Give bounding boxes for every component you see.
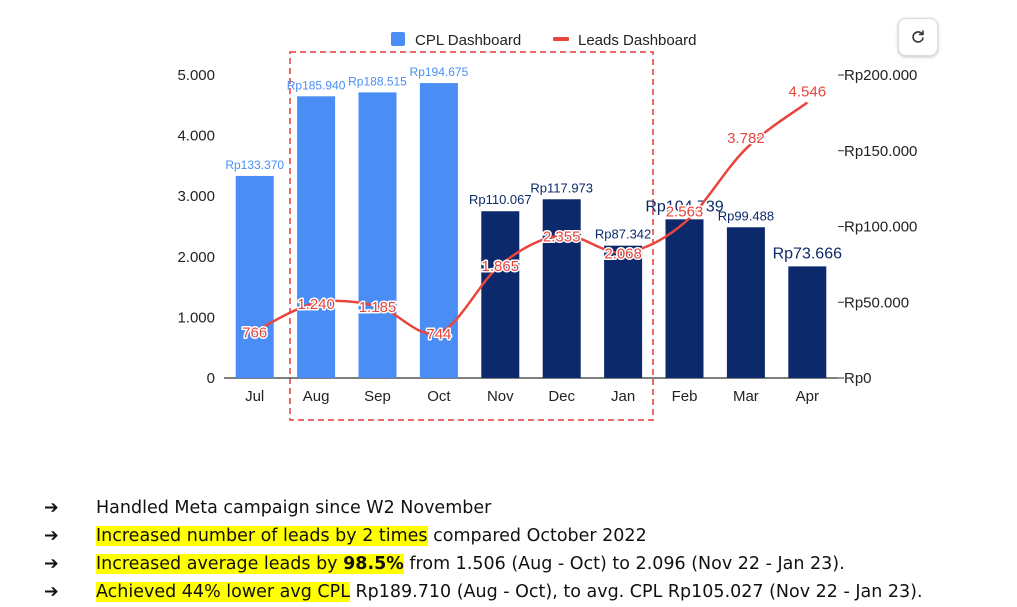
combo-chart: CPL Dashboard Leads Dashboard 0 1.000 2.00… (177, 32, 917, 421)
y-right-tick-label: Rp100.000 (844, 219, 917, 236)
x-tick-label: Nov (487, 388, 514, 405)
bar (542, 199, 581, 378)
y-left-tick-label: 5.000 (177, 67, 215, 84)
line-data-label: 1.240 (297, 296, 335, 313)
line-data-label: 744 (426, 326, 451, 343)
y-left-tick-label: 3.000 (177, 188, 215, 205)
x-tick-label: Sep (364, 388, 391, 405)
legend-label-leads: Leads Dashboard (578, 32, 696, 49)
bullet-item: ➔ Increased average leads by 98.5% from 1… (44, 550, 923, 578)
line-layer: 766 1.240 1.185 744 1.865 2.355 2.068 2.563 3.78… (241, 82, 828, 344)
y-left-tick-label: 2.000 (177, 249, 215, 266)
bullet-highlight: Increased number of leads by 2 times (96, 526, 428, 546)
line-data-label: 766 (242, 325, 267, 342)
right-arrow-icon: ➔ (44, 498, 59, 518)
bullet-text: compared October 2022 (427, 526, 647, 546)
line-data-label: 2.563 (666, 204, 704, 221)
bullet-text: Handled Meta campaign since W2 November (96, 498, 492, 518)
legend-swatch-leads (553, 37, 569, 41)
line-data-label: 1.185 (359, 299, 397, 316)
bullet-text: from 1.506 (Aug - Oct) to 2.096 (Nov 22 … (403, 554, 845, 574)
line-data-label: 1.865 (482, 258, 520, 275)
bar-data-label: Rp188.515 (348, 74, 407, 88)
x-tick-label: Jul (245, 388, 264, 405)
y-left-tick-label: 4.000 (177, 128, 215, 145)
x-tick-label: Mar (733, 388, 759, 405)
highlight-box (289, 51, 654, 421)
x-tick-label: Oct (427, 388, 451, 405)
leads-line (254, 101, 809, 336)
bullet-highlight: Increased average leads by (96, 554, 344, 574)
y-left-tick-label: 1.000 (177, 309, 215, 326)
bullet-highlight: Achieved 44% lower avg CPL (96, 582, 350, 602)
bullet-bold-value: 98.5% (343, 554, 404, 574)
bar (788, 266, 827, 378)
bar (358, 92, 397, 378)
bar (235, 175, 274, 378)
bar (481, 211, 520, 378)
refresh-icon (912, 30, 924, 43)
x-tick-label: Feb (672, 388, 698, 405)
axes: 01.0002.0003.0004.0005.000Rp0Rp50.000Rp1… (177, 67, 917, 405)
line-data-label: 4.546 (789, 84, 827, 101)
line-data-label: 3.782 (727, 130, 765, 147)
x-tick-label: Apr (796, 388, 819, 405)
bar-data-label: Rp185.940 (287, 78, 346, 92)
legend-label-cpl: CPL Dashboard (415, 32, 521, 49)
bar-data-label: Rp194.675 (410, 65, 469, 79)
right-arrow-icon: ➔ (44, 526, 59, 546)
bar (297, 96, 336, 378)
y-right-tick-label: Rp150.000 (844, 143, 917, 160)
y-right-tick-label: Rp0 (844, 370, 872, 387)
summary-bullets: ➔ Handled Meta campaign since W2 November… (44, 494, 923, 606)
bullet-item: ➔ Increased number of leads by 2 times co… (44, 522, 923, 550)
bar (726, 227, 765, 378)
line-data-label: 2.355 (543, 228, 581, 245)
right-arrow-icon: ➔ (44, 554, 59, 574)
y-right-tick-label: Rp200.000 (844, 67, 917, 84)
bar (665, 219, 704, 378)
refresh-button[interactable] (898, 18, 938, 56)
bar-data-label: Rp110.067 (469, 192, 532, 207)
chart-legend: CPL Dashboard Leads Dashboard (391, 32, 696, 49)
right-arrow-icon: ➔ (44, 582, 59, 602)
bullet-text: Rp189.710 (Aug - Oct), to avg. CPL Rp105… (349, 582, 923, 602)
bullet-item: ➔ Handled Meta campaign since W2 November (44, 494, 923, 522)
bar (604, 245, 643, 378)
y-right-tick-label: Rp50.000 (844, 294, 909, 311)
bar (419, 83, 458, 378)
legend-item-cpl[interactable]: CPL Dashboard (391, 32, 521, 49)
bar-data-label: Rp73.666 (773, 245, 842, 262)
line-data-label: 2.068 (604, 246, 642, 263)
legend-swatch-cpl (391, 32, 405, 46)
legend-item-leads[interactable]: Leads Dashboard (553, 32, 696, 49)
x-tick-label: Aug (303, 388, 330, 405)
bar-data-label: Rp99.488 (718, 208, 774, 223)
bar-data-label: Rp117.973 (530, 180, 593, 195)
y-left-tick-label: 0 (207, 370, 215, 387)
bullet-item: ➔ Achieved 44% lower avg CPL Rp189.710 (A… (44, 578, 923, 606)
x-tick-label: Dec (548, 388, 575, 405)
bar-data-label: Rp87.342 (595, 227, 651, 242)
bar-data-label: Rp133.370 (225, 158, 284, 172)
x-tick-label: Jan (611, 388, 635, 405)
